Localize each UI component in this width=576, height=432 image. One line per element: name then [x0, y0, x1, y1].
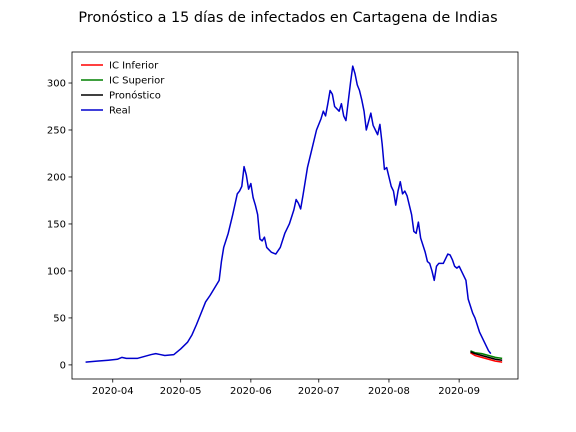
- series-line-pronostico: [470, 351, 503, 361]
- x-tick-label: 2020-07: [298, 386, 340, 397]
- y-tick-label: 200: [47, 172, 66, 183]
- y-tick-label: 300: [47, 79, 66, 90]
- x-tick-label: 2020-09: [438, 386, 480, 397]
- axes-layer: 0 50 100 150 200 250 300 2020-04 2020-05 2020-06 2…: [47, 51, 519, 397]
- x-tick-label: 2020-04: [92, 386, 134, 397]
- y-tick-label: 0: [60, 360, 66, 371]
- chart-title: Pronóstico a 15 días de infectados en Ca…: [78, 10, 497, 26]
- legend-label-ic-inferior: IC Inferior: [109, 61, 159, 72]
- series-line-real: [85, 65, 492, 363]
- y-tick-label: 150: [47, 219, 66, 230]
- legend-label-ic-superior: IC Superior: [109, 76, 165, 87]
- x-tick-label: 2020-08: [368, 386, 410, 397]
- series-layer: [85, 65, 503, 363]
- y-tick-label: 250: [47, 125, 66, 136]
- legend-label-real: Real: [109, 106, 131, 117]
- legend-label-pronostico: Pronóstico: [109, 90, 161, 102]
- series-line-ic-superior: [470, 350, 503, 360]
- series-line-ic-inferior: [470, 352, 503, 363]
- plot-frame: [71, 51, 519, 380]
- x-tick-label: 2020-05: [160, 386, 202, 397]
- legend: IC Inferior IC Superior Pronóstico Real: [81, 61, 165, 117]
- y-tick-label: 50: [53, 313, 66, 324]
- x-tick-label: 2020-06: [230, 386, 272, 397]
- y-tick-label: 100: [47, 266, 66, 277]
